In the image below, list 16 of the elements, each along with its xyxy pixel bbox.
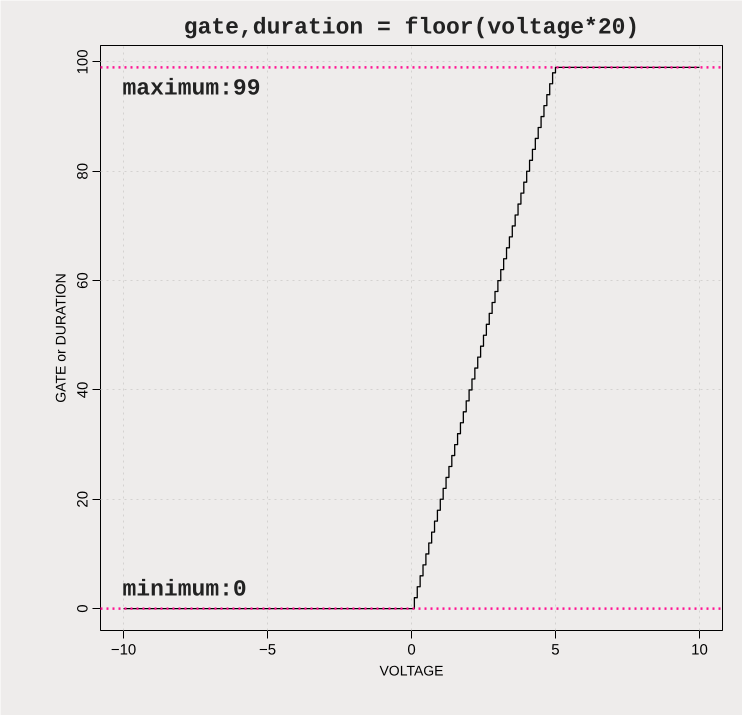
y-tick-label: 60 bbox=[74, 272, 92, 289]
x-tick-label: −5 bbox=[258, 642, 276, 658]
x-tick-label: −10 bbox=[110, 642, 136, 658]
y-axis-title: GATE or DURATION bbox=[52, 273, 68, 403]
y-tick-label: 20 bbox=[74, 490, 92, 508]
ref-line-label: minimum:0 bbox=[122, 576, 247, 603]
x-tick-label: 0 bbox=[407, 642, 416, 658]
y-tick-label: 100 bbox=[74, 49, 92, 74]
ref-line-label: maximum:99 bbox=[122, 75, 261, 102]
x-tick-label: 10 bbox=[691, 642, 708, 658]
y-tick-label: 40 bbox=[74, 382, 92, 398]
chart-title: gate,duration = floor(voltage*20) bbox=[184, 14, 640, 40]
x-tick-label: 5 bbox=[551, 642, 560, 658]
y-tick-label: 80 bbox=[74, 162, 92, 180]
x-axis-title: VOLTAGE bbox=[379, 662, 444, 678]
y-tick-label: 0 bbox=[74, 604, 92, 613]
